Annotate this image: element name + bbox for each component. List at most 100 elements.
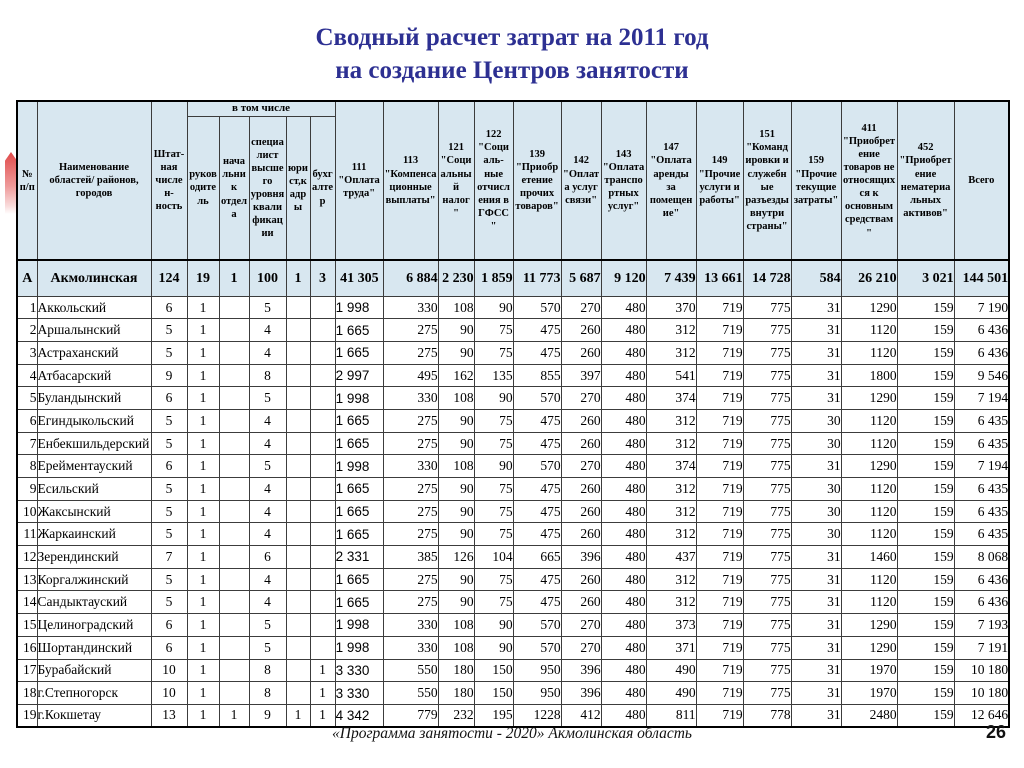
cell: 90: [437, 341, 475, 365]
cell: 480: [600, 499, 647, 524]
cell: 385: [382, 545, 439, 569]
cell: 108: [437, 386, 475, 411]
cell: 775: [742, 658, 792, 683]
cell: 6: [150, 386, 188, 411]
cell: 779: [382, 703, 439, 728]
cell: 180: [437, 658, 475, 683]
table-row: 7 Енбекшильдерский 5 1 4 1 665 275 90 75 475 260 48…: [16, 431, 1010, 456]
cell: 396: [560, 658, 602, 683]
row-number: 11: [16, 522, 38, 547]
cell: 5: [150, 499, 188, 524]
cell: 1 998: [334, 613, 384, 637]
table-row: 4 Атбасарский 9 1 8 2 997 495 162 135 855 397 480 54…: [16, 363, 1010, 388]
cell: [309, 363, 336, 388]
cell: 1: [218, 703, 250, 728]
cell: 584: [790, 259, 842, 297]
cell: 480: [600, 658, 647, 683]
cell: 6 436: [953, 318, 1010, 343]
cell: 75: [473, 409, 514, 433]
cell: 144 501: [953, 259, 1010, 297]
cell: 1: [186, 613, 220, 637]
cell: 7 193: [953, 613, 1010, 637]
cell: 330: [382, 386, 439, 411]
group-header-included: в том числе: [186, 100, 336, 117]
cell: 495: [382, 363, 439, 388]
cell: 6 435: [953, 522, 1010, 547]
cell: 719: [695, 567, 744, 592]
cell: 31: [790, 613, 842, 637]
row-name: Целиноградский: [36, 613, 152, 637]
cell: 475: [512, 522, 562, 547]
cell: 31: [790, 567, 842, 592]
cell: 10: [150, 658, 188, 683]
cell: 1290: [840, 454, 898, 479]
cell: 7 194: [953, 386, 1010, 411]
cell: 4: [248, 567, 287, 592]
cell: [285, 681, 311, 705]
cell: 2480: [840, 703, 898, 728]
cell: [218, 295, 250, 320]
cell: 437: [645, 545, 697, 569]
cell: 1290: [840, 386, 898, 411]
row-name: Акмолинская: [36, 259, 152, 297]
cell: 1120: [840, 477, 898, 501]
cell: 159: [896, 431, 955, 456]
cell: 1: [186, 590, 220, 615]
cell: 26 210: [840, 259, 898, 297]
cell: 6 436: [953, 341, 1010, 365]
cell: 180: [437, 681, 475, 705]
col-header-159: 159 "Прочие текущие затраты": [790, 100, 842, 261]
col-header-111: 111 "Оплата труда": [334, 100, 384, 261]
cell: 6 435: [953, 499, 1010, 524]
table-row: 2 Аршалынский 5 1 4 1 665 275 90 75 475 260 480 312 7…: [16, 318, 1010, 343]
cell: 5: [150, 567, 188, 592]
cell: 90: [437, 431, 475, 456]
cell: 14 728: [742, 259, 792, 297]
cell: 75: [473, 522, 514, 547]
col-header-139: 139 "Приобретение прочих товаров": [512, 100, 562, 261]
cell: 275: [382, 567, 439, 592]
cell: 159: [896, 363, 955, 388]
cell: 330: [382, 635, 439, 660]
cell: 275: [382, 477, 439, 501]
cell: 195: [473, 703, 514, 728]
cell: [285, 363, 311, 388]
cell: 13: [150, 703, 188, 728]
cell: 4: [248, 341, 287, 365]
cell: [218, 454, 250, 479]
cell: 6: [248, 545, 287, 569]
cell: 1120: [840, 431, 898, 456]
cell: 480: [600, 295, 647, 320]
cell: 260: [560, 431, 602, 456]
cell: 159: [896, 341, 955, 365]
cell: 775: [742, 613, 792, 637]
row-number: 12: [16, 545, 38, 569]
cell: 275: [382, 522, 439, 547]
cell: 150: [473, 658, 514, 683]
cell: 775: [742, 431, 792, 456]
cell: 31: [790, 454, 842, 479]
cell: 490: [645, 681, 697, 705]
cell: 330: [382, 613, 439, 637]
cell: 5: [150, 477, 188, 501]
cell: 570: [512, 613, 562, 637]
cell: 260: [560, 341, 602, 365]
cell: 1 665: [334, 318, 384, 343]
table-row: 5 Буландынский 6 1 5 1 998 330 108 90 570 270 480 37…: [16, 386, 1010, 411]
row-name: Астраханский: [36, 341, 152, 365]
row-number: 19: [16, 703, 38, 728]
cell: 31: [790, 635, 842, 660]
row-number: 13: [16, 567, 38, 592]
cell: 775: [742, 545, 792, 569]
cell: 1120: [840, 409, 898, 433]
cell: 5: [150, 341, 188, 365]
cell: 5: [248, 295, 287, 320]
page-title: Сводный расчет затрат на 2011 год на соз…: [0, 22, 1024, 87]
cell: 312: [645, 567, 697, 592]
cell: 719: [695, 703, 744, 728]
cell: 1120: [840, 318, 898, 343]
cell: [218, 613, 250, 637]
cell: 275: [382, 341, 439, 365]
row-name: Ерейментауский: [36, 454, 152, 479]
cell: 159: [896, 499, 955, 524]
